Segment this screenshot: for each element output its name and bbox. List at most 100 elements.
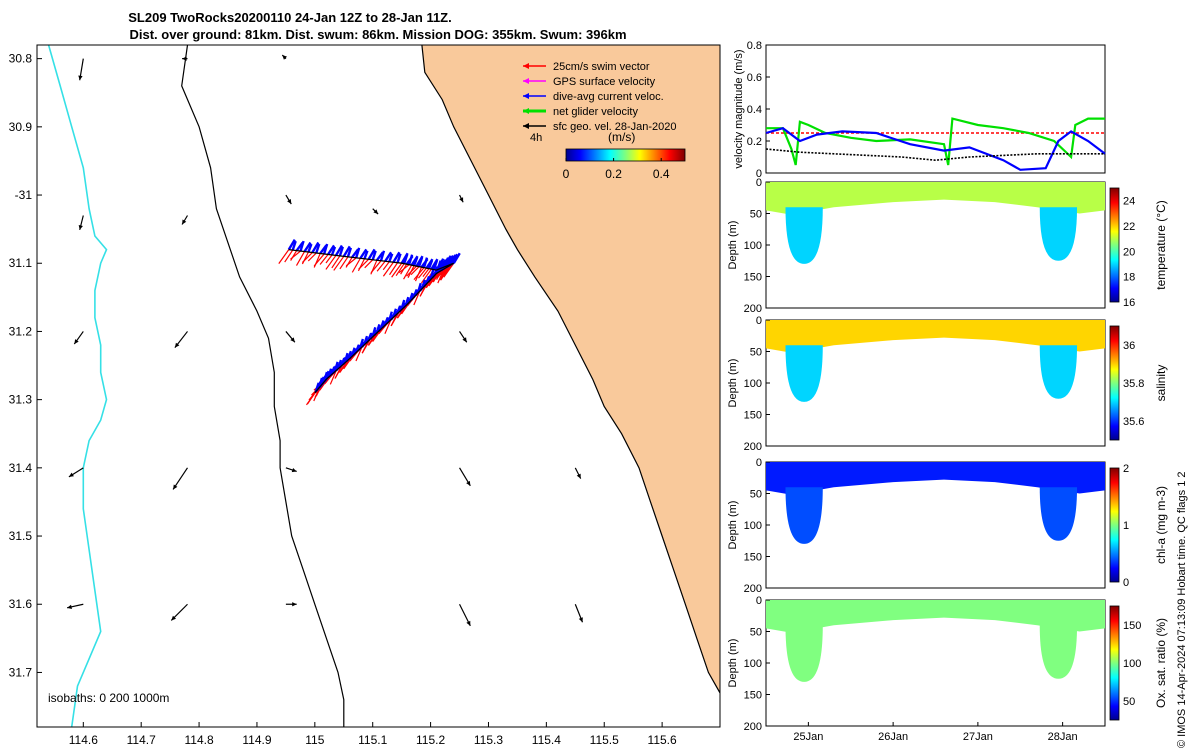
swim-vector-segment: [444, 264, 452, 276]
section-dive-profile: [785, 625, 823, 682]
geo-arrow-head: [576, 473, 581, 479]
current-vector-segment: [359, 248, 368, 260]
section-y-tick-label: 200: [744, 583, 762, 595]
swim-vector-segment: [413, 267, 425, 281]
current-vector-segment: [417, 257, 424, 268]
current-vector-segment: [299, 240, 305, 252]
geo-arrow-head: [74, 339, 79, 345]
map-y-tick-label: -31: [15, 188, 33, 202]
legend-entry-label: sfc geo. vel. 28-Jan-2020: [553, 121, 677, 133]
section-dive-profile: [1039, 345, 1078, 399]
section-surface-layer: [766, 182, 1105, 215]
map-frame: [36, 44, 721, 728]
swim-vector-segment: [410, 266, 420, 276]
section-dive-profile: [785, 345, 823, 402]
section-colorbar-tick-label: 22: [1123, 221, 1135, 233]
colorbar-label: (m/s): [608, 130, 635, 144]
velocity-y-tick-label: 0.6: [747, 72, 762, 84]
land-area: [421, 45, 720, 693]
swim-vector-segment: [398, 264, 410, 274]
map-x-tick-label: 115: [305, 733, 324, 747]
geo-arrow-head: [466, 620, 471, 626]
legend-entry-label: dive-avg current veloc.: [553, 91, 664, 103]
current-vector-segment: [396, 253, 402, 264]
section-colorbar-label: temperature (°C): [1154, 200, 1168, 290]
section-y-tick-label: 0: [756, 457, 762, 469]
section-colorbar-tick-label: 1: [1123, 520, 1129, 532]
section-y-tick-label: 150: [744, 272, 762, 284]
legend-arrowhead: [523, 63, 529, 69]
section-dive-profile: [1039, 487, 1078, 541]
map-x-tick-label: 115.6: [648, 733, 677, 747]
section-y-tick-label: 150: [744, 410, 762, 422]
section-x-tick-label: 25Jan: [793, 731, 823, 743]
geo-arrow-head: [292, 602, 297, 607]
swim-vector-segment: [389, 262, 399, 276]
map-x-tick-label: 114.9: [242, 733, 271, 747]
section-colorbar-tick-label: 150: [1123, 620, 1141, 632]
map-x-tick-label: 115.4: [532, 733, 561, 747]
velocity-magnitude-panel: 0 0.2 0.4 0.6 0.8 velocity magnitude (m/s): [733, 40, 1106, 180]
current-vector-segment: [379, 250, 386, 262]
legend-entry-label: GPS surface velocity: [553, 76, 656, 88]
swim-vector-segment: [382, 261, 390, 271]
swim-vector-segment: [437, 268, 445, 284]
map-x-tick-label: 115.1: [358, 733, 387, 747]
swim-vector-segment: [284, 249, 294, 263]
velocity-series-line: [765, 148, 1105, 162]
velocity-y-axis: 0 0.2 0.4 0.6 0.8: [747, 40, 770, 180]
current-vector-segment: [307, 243, 313, 253]
map-y-tick-label: 31.1: [9, 256, 33, 270]
geo-arrow-head: [290, 337, 295, 343]
swim-vector-segment: [351, 258, 361, 273]
section-y-tick-label: 0: [756, 177, 762, 189]
section-y-tick-label: 50: [750, 209, 762, 221]
current-vector-segment: [412, 257, 419, 267]
section-surface-layer: [766, 320, 1105, 353]
swim-vector-segment: [325, 255, 337, 270]
current-vector-segment: [371, 250, 377, 261]
isobath-200: [181, 45, 345, 727]
map-y-tick-label: 31.7: [9, 665, 33, 679]
swim-vector-segment: [325, 254, 333, 264]
section-colorbar-label: chl-a (mg m-3): [1154, 486, 1168, 564]
section-dive-profile: [785, 487, 823, 544]
section-x-tick-label: 27Jan: [963, 731, 993, 743]
map-x-tick-label: 114.7: [127, 733, 156, 747]
isobath-label: isobaths: 0 200 1000m: [48, 691, 169, 705]
section-dive-profile: [785, 207, 823, 264]
swim-vector-segment: [329, 370, 337, 385]
legend-arrowhead: [523, 78, 529, 84]
section-y-tick-label: 150: [744, 552, 762, 564]
section-y-label: Depth (m): [727, 501, 739, 550]
legend-arrowhead: [523, 93, 529, 99]
velocity-y-tick-label: 0.8: [747, 40, 762, 52]
map-y-tick-label: 30.9: [9, 120, 33, 134]
map-x-tick-label: 114.8: [184, 733, 213, 747]
swim-vector-segment: [319, 254, 329, 265]
section-y-tick-label: 150: [744, 690, 762, 702]
map-y-tick-label: 31.3: [9, 393, 33, 407]
geo-arrow-head: [462, 337, 467, 343]
time-marker-label: 4h: [530, 132, 542, 144]
map-y-tick-label: 31.5: [9, 529, 33, 543]
map-y-tick-label: 31.6: [9, 597, 33, 611]
swim-vector-segment: [334, 365, 342, 379]
geo-arrow-head: [174, 342, 180, 348]
section-colorbar-label: salinity: [1154, 365, 1168, 402]
current-vector-segment: [427, 260, 434, 270]
current-vector-segment: [315, 243, 321, 254]
swim-vector-segment: [395, 263, 405, 277]
section-colorbar-tick-label: 35.6: [1123, 416, 1144, 428]
velocity-y-tick-label: 0.2: [747, 136, 762, 148]
map-y-tick-label: 30.8: [9, 52, 33, 66]
section-y-tick-label: 200: [744, 721, 762, 733]
chl-a-section: 0 50 100 150 200 Depth (m) 0 1 2 chl-a (mg m-3): [727, 457, 1168, 595]
current-vector-segment: [367, 248, 376, 260]
section-colorbar-tick-label: 24: [1123, 196, 1135, 208]
swim-vector-segment: [307, 391, 317, 405]
section-x-tick-label: 28Jan: [1048, 731, 1078, 743]
footer-note: © IMOS 14-Apr-2024 07:13:09 Hobart time.…: [1176, 471, 1188, 748]
